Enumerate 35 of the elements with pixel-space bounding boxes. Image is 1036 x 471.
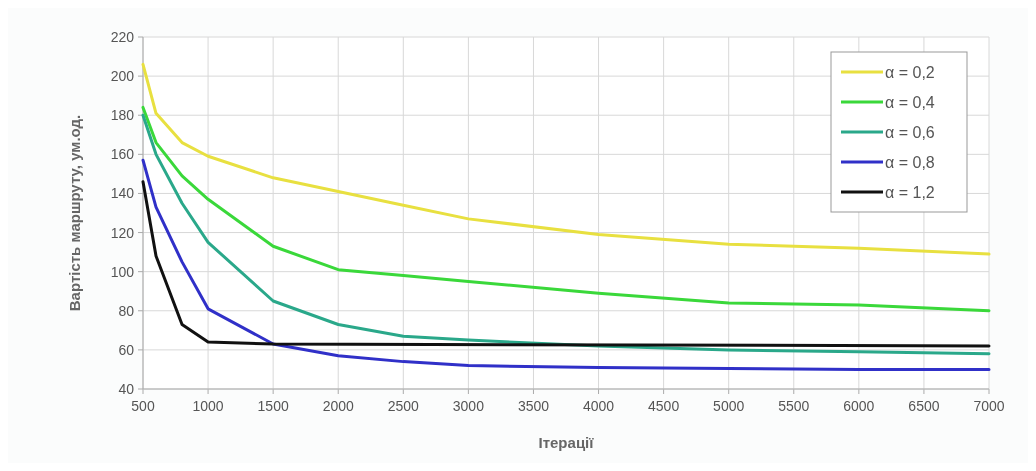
x-tick-label: 6500 [908, 398, 940, 414]
line-series [141, 180, 991, 348]
x-tick-label: 1500 [257, 398, 289, 414]
x-tick-label: 3000 [452, 398, 485, 414]
x-tick-label: 4000 [582, 398, 615, 414]
line-series [141, 158, 991, 371]
y-tick-label: 220 [110, 29, 135, 45]
x-tick-label: 4500 [648, 398, 680, 414]
x-tick-label: 2500 [387, 398, 420, 414]
x-tick-label: 2000 [322, 398, 355, 414]
line-series [141, 113, 991, 356]
y-tick-label: 40 [118, 381, 135, 397]
x-axis-title: Ітерації [538, 434, 595, 451]
legend-label: α = 0,8 [885, 154, 935, 171]
line-series [141, 62, 991, 256]
x-tick-label: 500 [131, 398, 155, 414]
y-tick-label: 140 [110, 185, 135, 202]
x-tick-label: 7000 [973, 398, 1005, 414]
y-tick-label: 60 [118, 341, 135, 358]
legend-label: α = 0,4 [885, 94, 935, 111]
legend-label: α = 1,2 [885, 184, 935, 201]
y-tick-label: 160 [110, 146, 135, 163]
y-tick-label: 200 [110, 68, 135, 85]
y-axis-title: Вартість маршруту, ум.од. [66, 114, 83, 312]
x-tick-label: 5000 [713, 398, 745, 414]
y-tick-label: 80 [118, 302, 135, 319]
y-tick-label: 100 [110, 263, 135, 280]
y-tick-label: 180 [110, 107, 135, 124]
y-tick-label: 120 [110, 224, 135, 241]
x-tick-label: 5500 [778, 398, 810, 414]
x-tick-label: 6000 [843, 398, 875, 414]
legend-label: α = 0,6 [885, 124, 935, 141]
x-tick-label: 3500 [517, 398, 550, 414]
legend-label: α = 0,2 [885, 64, 935, 81]
x-tick-label: 1000 [192, 398, 224, 414]
